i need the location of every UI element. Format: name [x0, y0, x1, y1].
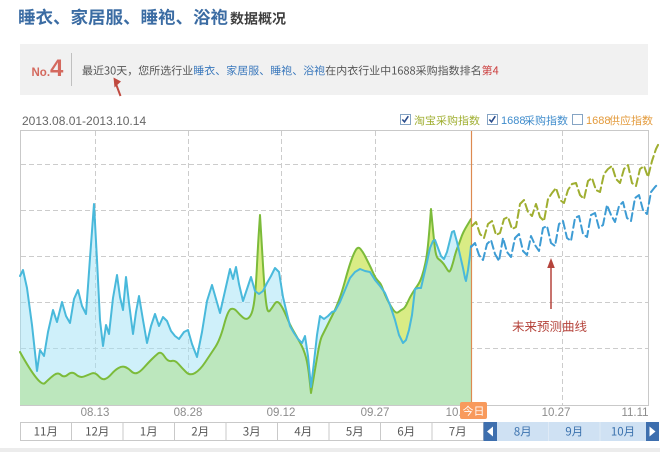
svg-text:08.13: 08.13: [81, 407, 110, 419]
svg-text:1688: 1688: [501, 115, 525, 127]
svg-text:11.11: 11.11: [621, 407, 648, 419]
svg-text:2013.08.01-2013.10.14: 2013.08.01-2013.10.14: [22, 114, 146, 128]
svg-text:1688: 1688: [586, 115, 610, 127]
svg-text:08.28: 08.28: [174, 407, 203, 419]
svg-text:4: 4: [50, 55, 64, 82]
svg-text:10.27: 10.27: [542, 407, 571, 419]
svg-text:No.: No.: [32, 67, 51, 79]
svg-text:09.27: 09.27: [361, 407, 390, 419]
svg-text:09.12: 09.12: [267, 407, 296, 419]
